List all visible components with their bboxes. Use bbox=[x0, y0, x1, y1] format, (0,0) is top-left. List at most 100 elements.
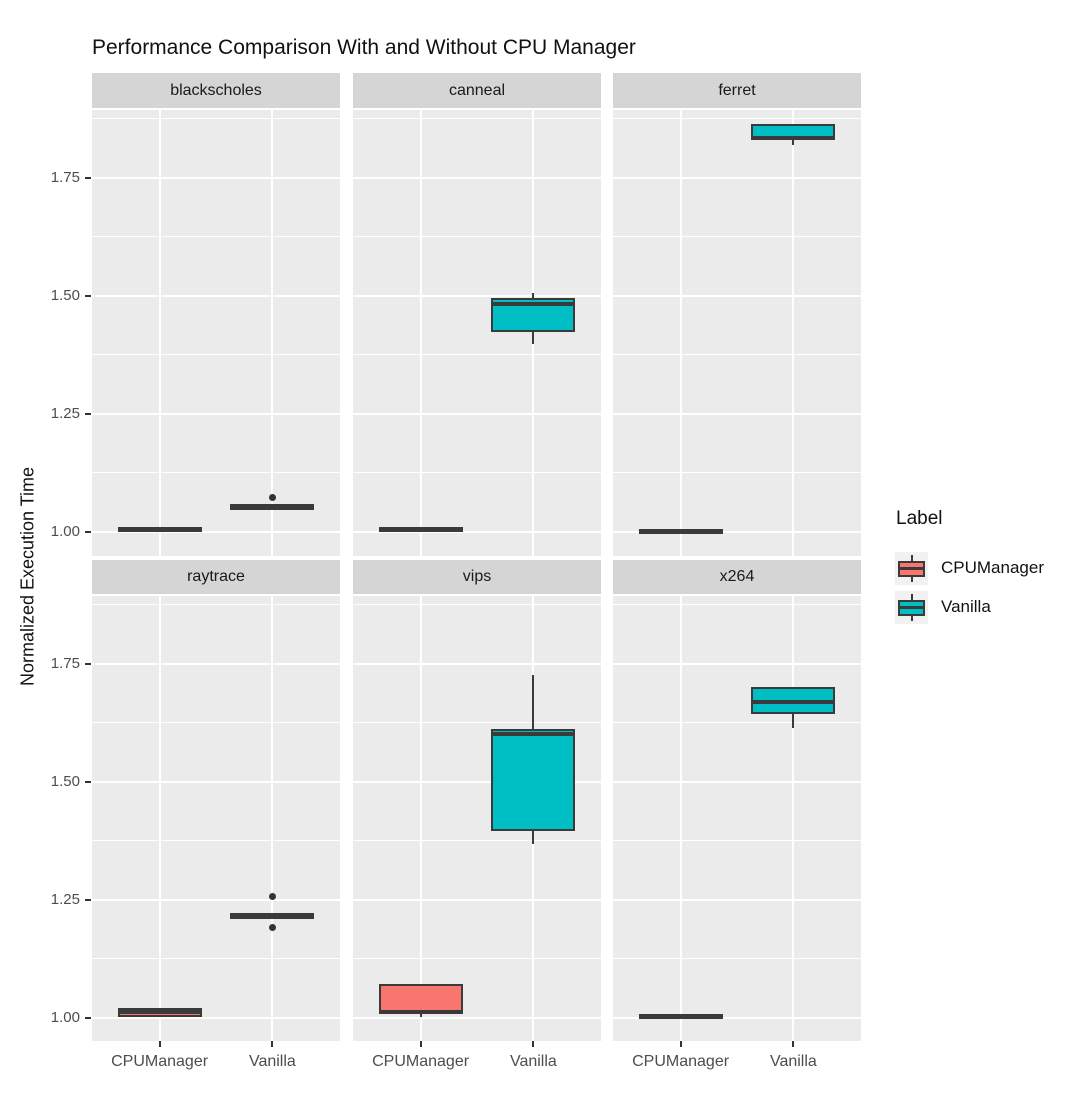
gridline-vertical bbox=[679, 110, 682, 556]
gridline-minor bbox=[92, 118, 340, 120]
gridline-vertical bbox=[158, 110, 161, 556]
gridline-major bbox=[613, 294, 861, 297]
median-line bbox=[638, 528, 723, 533]
gridline-major bbox=[613, 530, 861, 533]
y-tick-mark bbox=[85, 780, 91, 783]
y-tick-label: 1.25 bbox=[50, 890, 80, 908]
x-tick-mark bbox=[158, 1041, 161, 1047]
gridline-vertical bbox=[419, 596, 422, 1041]
gridline-minor bbox=[353, 354, 601, 356]
whisker-upper bbox=[532, 674, 535, 730]
gridline-major bbox=[92, 530, 340, 533]
facet-strip-ferret: ferret bbox=[613, 73, 861, 108]
gridline-minor bbox=[353, 958, 601, 960]
x-tick-label-CPUManager: CPUManager bbox=[372, 1053, 470, 1070]
gridline-vertical bbox=[158, 596, 161, 1041]
facet-strip-label: raytrace bbox=[187, 568, 245, 585]
gridline-minor bbox=[613, 236, 861, 238]
gridline-minor bbox=[92, 354, 340, 356]
gridline-minor bbox=[92, 472, 340, 474]
whisker-lower bbox=[792, 140, 795, 145]
x-tick-mark bbox=[679, 1041, 682, 1047]
gridline-minor bbox=[353, 722, 601, 724]
facet-strip-blackscholes: blackscholes bbox=[92, 73, 340, 108]
gridline-major bbox=[92, 780, 340, 783]
gridline-major bbox=[613, 1016, 861, 1019]
gridline-minor bbox=[613, 840, 861, 842]
gridline-minor bbox=[92, 722, 340, 724]
y-tick-label: 1.50 bbox=[50, 286, 80, 304]
median-line bbox=[638, 1013, 723, 1018]
x-tick-label-Vanilla: Vanilla bbox=[509, 1053, 557, 1070]
facet-strip-x264: x264 bbox=[613, 560, 861, 594]
y-tick-label: 1.75 bbox=[50, 168, 80, 186]
gridline-minor bbox=[92, 604, 340, 606]
median-line bbox=[230, 913, 315, 918]
facet-strip-canneal: canneal bbox=[353, 73, 601, 108]
gridline-major bbox=[92, 898, 340, 901]
legend-title: Label bbox=[896, 508, 943, 529]
gridline-major bbox=[353, 1016, 601, 1019]
median-line bbox=[378, 1010, 463, 1015]
legend-item-CPUManager: CPUManager bbox=[895, 551, 1044, 585]
median-line bbox=[378, 527, 463, 532]
gridline-minor bbox=[353, 472, 601, 474]
legend-key-median bbox=[898, 606, 925, 609]
gridline-minor bbox=[92, 840, 340, 842]
legend-key-median bbox=[898, 567, 925, 570]
gridline-major bbox=[613, 662, 861, 665]
whisker-lower bbox=[792, 714, 795, 729]
x-tick-mark bbox=[532, 1041, 535, 1047]
gridline-minor bbox=[353, 236, 601, 238]
outlier-point bbox=[268, 893, 276, 901]
facet-strip-label: canneal bbox=[448, 81, 506, 99]
median-line bbox=[117, 527, 202, 532]
whisker-lower bbox=[532, 830, 535, 845]
facet-strip-vips: vips bbox=[353, 560, 601, 594]
whisker-lower bbox=[532, 332, 535, 345]
gridline-major bbox=[613, 898, 861, 901]
gridline-major bbox=[353, 176, 601, 179]
gridline-minor bbox=[613, 118, 861, 120]
y-tick-mark bbox=[85, 176, 91, 179]
legend-item-label: Vanilla bbox=[941, 597, 991, 616]
median-line bbox=[751, 136, 836, 141]
gridline-major bbox=[353, 412, 601, 415]
x-tick-mark bbox=[419, 1041, 422, 1047]
gridline-major bbox=[613, 780, 861, 783]
gridline-vertical bbox=[419, 110, 422, 556]
facet-strip-label: vips bbox=[462, 568, 492, 585]
whisker-upper bbox=[532, 292, 535, 299]
x-tick-label-CPUManager: CPUManager bbox=[111, 1053, 209, 1070]
chart-title: Performance Comparison With and Without … bbox=[92, 36, 636, 59]
gridline-major bbox=[92, 412, 340, 415]
x-tick-label-Vanilla: Vanilla bbox=[769, 1053, 817, 1070]
gridline-major bbox=[353, 530, 601, 533]
outlier-point bbox=[268, 923, 276, 931]
y-axis-title: Normalized Execution Time bbox=[17, 466, 38, 687]
legend-key-Vanilla bbox=[895, 590, 928, 624]
y-tick-mark bbox=[85, 294, 91, 297]
gridline-major bbox=[613, 176, 861, 179]
x-tick-mark bbox=[271, 1041, 274, 1047]
y-tick-label: 1.00 bbox=[50, 522, 80, 540]
y-tick-label: 1.50 bbox=[50, 772, 80, 790]
facet-strip-label: blackscholes bbox=[170, 81, 262, 99]
gridline-major bbox=[353, 662, 601, 665]
x-tick-label-Vanilla: Vanilla bbox=[248, 1053, 296, 1070]
legend-item-Vanilla: Vanilla bbox=[895, 590, 991, 624]
y-tick-mark bbox=[85, 530, 91, 533]
gridline-minor bbox=[92, 958, 340, 960]
gridline-major bbox=[353, 294, 601, 297]
boxplot-vips-Vanilla bbox=[491, 729, 576, 831]
y-tick-mark bbox=[85, 662, 91, 665]
gridline-major bbox=[92, 294, 340, 297]
gridline-minor bbox=[613, 958, 861, 960]
y-tick-label: 1.25 bbox=[50, 404, 80, 422]
facet-strip-label: ferret bbox=[718, 81, 756, 99]
facet-panel-blackscholes bbox=[92, 110, 340, 556]
gridline-major bbox=[353, 780, 601, 783]
facet-panel-raytrace bbox=[92, 596, 340, 1041]
facet-panel-ferret bbox=[613, 110, 861, 556]
